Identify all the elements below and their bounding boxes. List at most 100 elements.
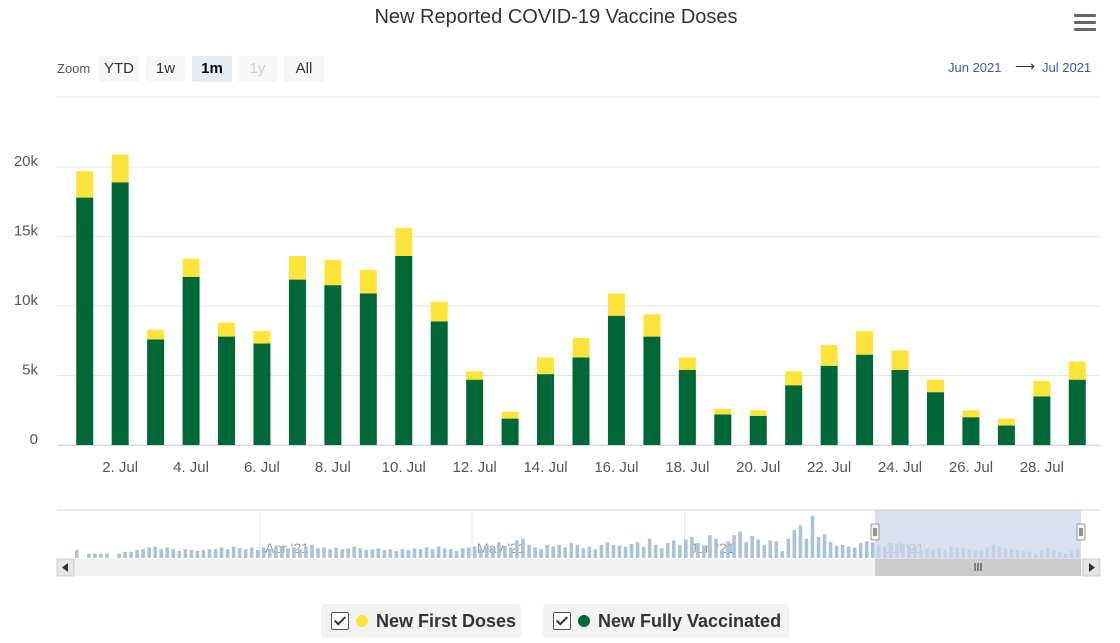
navigator-bar xyxy=(684,539,688,558)
bar-fully-vaccinated[interactable] xyxy=(147,339,165,445)
bar-fully-vaccinated[interactable] xyxy=(749,415,767,445)
bar-first-doses[interactable] xyxy=(678,357,696,370)
navigator-bar xyxy=(804,538,809,558)
bar-first-doses[interactable] xyxy=(714,408,732,415)
bar-first-doses[interactable] xyxy=(359,269,377,294)
x-tick-label: 26. Jul xyxy=(949,459,993,476)
navigator-bar xyxy=(292,547,296,558)
range-to-input[interactable]: Jul 2021 xyxy=(1042,60,1092,75)
navigator-bar xyxy=(99,553,103,558)
zoom-1w-button[interactable]: 1w xyxy=(146,56,185,82)
navigator-bar xyxy=(599,544,604,558)
bar-fully-vaccinated[interactable] xyxy=(926,392,944,445)
legend-label: New Fully Vaccinated xyxy=(598,611,782,631)
bar-fully-vaccinated[interactable] xyxy=(856,354,874,445)
bar-fully-vaccinated[interactable] xyxy=(395,255,413,445)
navigator-bar xyxy=(509,547,513,558)
legend-item-first-doses[interactable]: New First Doses xyxy=(321,604,521,638)
bar-fully-vaccinated[interactable] xyxy=(76,197,94,445)
checkbox-icon[interactable] xyxy=(553,612,571,630)
bar-fully-vaccinated[interactable] xyxy=(359,293,377,445)
bar-first-doses[interactable] xyxy=(288,255,306,280)
bar-first-doses[interactable] xyxy=(324,260,342,286)
bar-first-doses[interactable] xyxy=(749,410,767,416)
bar-fully-vaccinated[interactable] xyxy=(288,279,306,445)
checkbox-icon[interactable] xyxy=(331,612,349,630)
bar-fully-vaccinated[interactable] xyxy=(714,414,732,445)
bar-fully-vaccinated[interactable] xyxy=(182,276,200,445)
bar-fully-vaccinated[interactable] xyxy=(997,425,1015,445)
navigator-handle-icon[interactable] xyxy=(1076,523,1086,541)
bar-first-doses[interactable] xyxy=(607,293,625,316)
bar-fully-vaccinated[interactable] xyxy=(678,369,696,445)
bar-fully-vaccinated[interactable] xyxy=(537,374,555,445)
navigator-handle-icon[interactable] xyxy=(870,523,880,541)
navigator-bar xyxy=(334,547,338,558)
bar-first-doses[interactable] xyxy=(572,337,590,358)
navigator-bar xyxy=(635,542,640,558)
legend-item-fully-vaccinated[interactable]: New Fully Vaccinated xyxy=(543,604,789,638)
bar-first-doses[interactable] xyxy=(253,331,271,344)
zoom-1m-button[interactable]: 1m xyxy=(192,56,232,82)
bar-fully-vaccinated[interactable] xyxy=(218,336,236,445)
bar-fully-vaccinated[interactable] xyxy=(466,379,484,445)
navigator-bar xyxy=(328,549,332,558)
bar-first-doses[interactable] xyxy=(962,410,980,418)
scrollbar-track[interactable] xyxy=(57,559,1100,576)
bar-first-doses[interactable] xyxy=(997,418,1015,426)
navigator-bar xyxy=(629,543,634,558)
bar-first-doses[interactable] xyxy=(856,331,874,355)
bar-first-doses[interactable] xyxy=(820,344,838,366)
bar-first-doses[interactable] xyxy=(785,371,803,386)
navigator-bar xyxy=(261,547,266,558)
navigator-bar xyxy=(243,549,248,558)
bar-fully-vaccinated[interactable] xyxy=(785,385,803,445)
bar-fully-vaccinated[interactable] xyxy=(111,182,129,446)
navigator-bar xyxy=(557,544,562,558)
bar-fully-vaccinated[interactable] xyxy=(1033,396,1051,445)
bar-fully-vaccinated[interactable] xyxy=(501,418,519,445)
navigator-bar xyxy=(665,543,670,558)
bar-fully-vaccinated[interactable] xyxy=(430,321,448,445)
bar-first-doses[interactable] xyxy=(218,322,236,337)
zoom-1y-button[interactable]: 1y xyxy=(238,56,277,82)
navigator-bar xyxy=(696,543,700,558)
bar-fully-vaccinated[interactable] xyxy=(962,417,980,445)
zoom-ytd-button[interactable]: YTD xyxy=(99,56,139,82)
navigator-bar xyxy=(738,531,742,558)
navigator-bar xyxy=(810,515,815,558)
bar-first-doses[interactable] xyxy=(111,154,129,183)
bar-first-doses[interactable] xyxy=(182,258,200,277)
bar-first-doses[interactable] xyxy=(891,350,909,370)
navigator-bar xyxy=(671,540,676,558)
range-from-input[interactable]: Jun 2021 xyxy=(948,60,1002,75)
navigator-bar xyxy=(762,544,767,558)
bar-first-doses[interactable] xyxy=(430,301,448,322)
bar-first-doses[interactable] xyxy=(147,329,165,340)
bar-first-doses[interactable] xyxy=(466,371,484,380)
bar-fully-vaccinated[interactable] xyxy=(324,285,342,445)
bar-fully-vaccinated[interactable] xyxy=(253,343,271,445)
bar-first-doses[interactable] xyxy=(76,171,94,198)
bar-first-doses[interactable] xyxy=(643,314,661,337)
bar-first-doses[interactable] xyxy=(537,357,555,375)
hamburger-menu-icon[interactable] xyxy=(1074,14,1096,34)
zoom-all-button[interactable]: All xyxy=(284,56,324,82)
bar-series[interactable] xyxy=(57,154,1100,446)
bar-first-doses[interactable] xyxy=(501,411,519,419)
bar-fully-vaccinated[interactable] xyxy=(572,357,590,445)
bar-fully-vaccinated[interactable] xyxy=(607,315,625,445)
bar-fully-vaccinated[interactable] xyxy=(1068,379,1086,445)
bar-first-doses[interactable] xyxy=(1033,381,1051,397)
bar-fully-vaccinated[interactable] xyxy=(891,369,909,445)
bar-first-doses[interactable] xyxy=(395,228,413,256)
navigator-bar xyxy=(539,549,543,558)
bar-first-doses[interactable] xyxy=(1068,361,1086,380)
bar-fully-vaccinated[interactable] xyxy=(820,365,838,445)
navigator-bar xyxy=(225,549,230,558)
bar-first-doses[interactable] xyxy=(926,379,944,393)
bar-fully-vaccinated[interactable] xyxy=(643,336,661,445)
navigator-bar xyxy=(822,534,827,558)
navigator-bar xyxy=(153,546,158,558)
